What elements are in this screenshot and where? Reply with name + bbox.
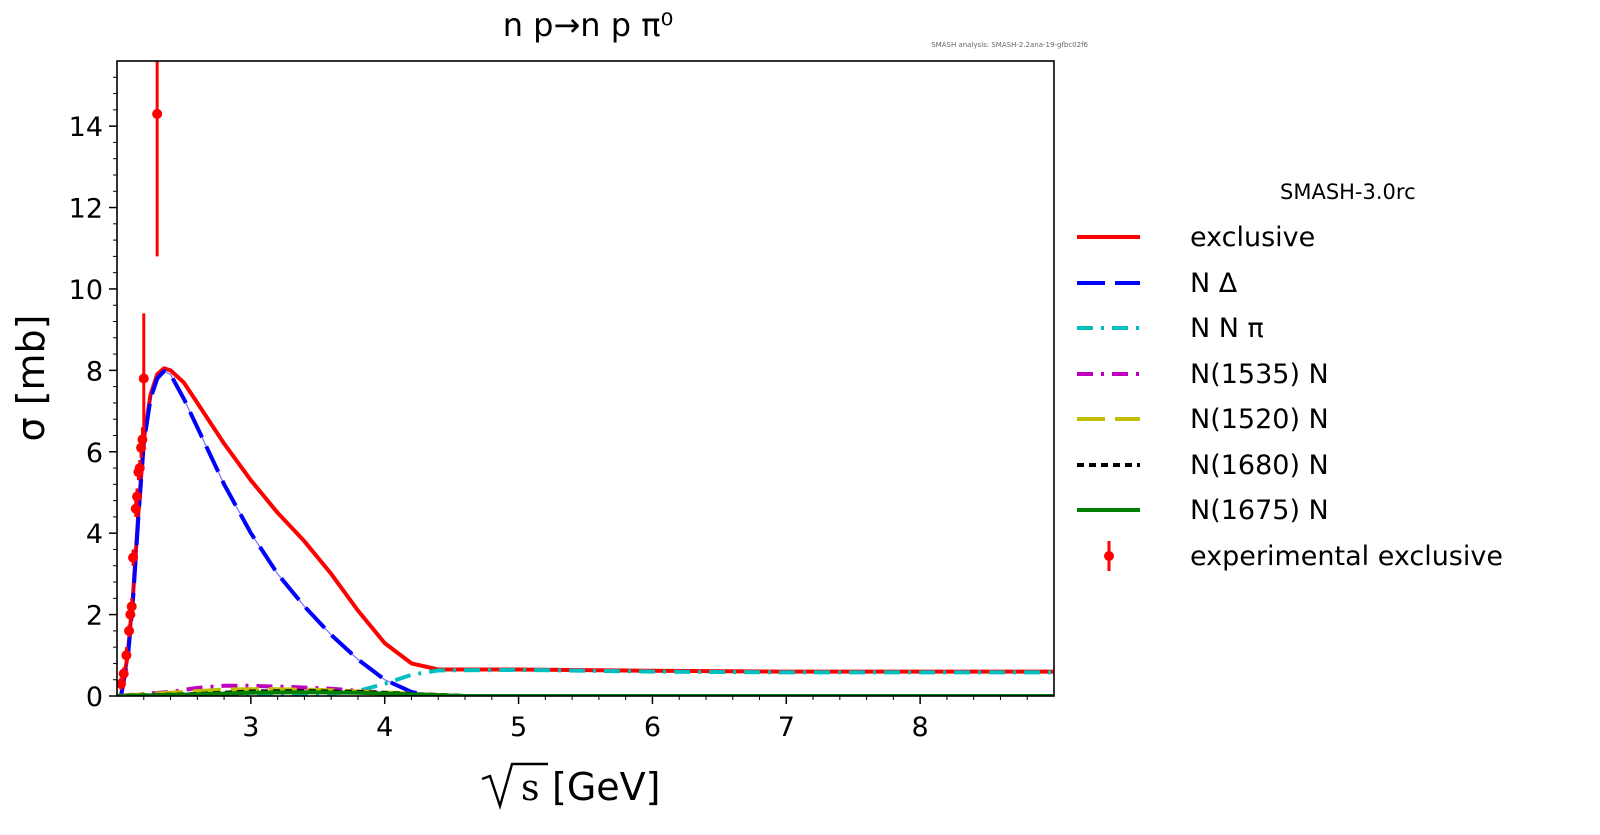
data-point [130, 503, 141, 514]
data-point [121, 650, 132, 661]
legend-label: N(1520) N [1190, 404, 1329, 435]
x-tick-label: 3 [242, 712, 259, 743]
x-tick-label: 8 [912, 712, 929, 743]
legend-swatch [1077, 371, 1140, 376]
data-point [124, 625, 135, 636]
x-axis-label: s [GeV] [481, 762, 660, 811]
y-tick-label: 6 [86, 438, 103, 469]
legend-marker [1104, 550, 1114, 561]
legend-label: experimental exclusive [1190, 540, 1503, 572]
x-tick-label: 5 [510, 712, 527, 743]
legend-swatch [1077, 462, 1140, 467]
x-tick-label: 6 [644, 712, 661, 743]
x-tick-label: 4 [376, 712, 393, 743]
legend-item: N N π [1077, 309, 1590, 349]
data-point [138, 373, 149, 384]
sqrt-sign [481, 762, 548, 811]
legend-item: experimental exclusive [1104, 537, 1590, 577]
data-point [134, 463, 145, 474]
legend-label: N(1675) N [1190, 495, 1329, 526]
data-point [128, 552, 139, 563]
legend-title: SMASH-3.0rc [1280, 180, 1416, 204]
x-axis-label-unit: [GeV] [552, 765, 660, 809]
y-tick-label: 14 [69, 112, 103, 143]
watermark-text: SMASH analysis: SMASH-2.2ana-19-gfbc02f6 [931, 41, 1088, 49]
legend-swatch [1077, 235, 1140, 239]
legend-item: N(1535) N [1077, 355, 1590, 395]
legend-swatch [1077, 326, 1140, 330]
y-tick-label: 2 [86, 601, 103, 632]
data-point [152, 108, 163, 119]
series-thin-line [120, 367, 1054, 696]
data-point [126, 601, 137, 612]
legend-label: N Δ [1190, 267, 1238, 299]
legend-label: N(1535) N [1190, 358, 1329, 390]
legend-swatch [1077, 417, 1140, 421]
plot-frame [116, 60, 1055, 697]
series-line-3 [117, 683, 1054, 696]
legend-item: N(1675) N [1077, 491, 1590, 531]
series-line-2 [117, 667, 1054, 696]
legend-item: N(1520) N [1077, 400, 1590, 440]
data-point [118, 668, 129, 679]
x-tick-label: 7 [778, 712, 795, 743]
y-axis: 0 2 4 6 8 10 12 14 [69, 76, 117, 713]
series-line-1 [119, 369, 1054, 696]
legend-label: exclusive [1190, 222, 1316, 253]
experimental-layer [117, 61, 163, 690]
legend-swatch [1077, 508, 1140, 512]
data-point [132, 491, 143, 502]
y-tick-label: 8 [86, 356, 103, 387]
y-tick-label: 0 [86, 682, 103, 713]
series-thin-line [120, 370, 1054, 696]
chart-title: n p→n p π⁰ [503, 6, 674, 44]
y-tick-label: 10 [69, 275, 103, 306]
legend-swatch [1077, 280, 1140, 285]
series-line-4 [117, 687, 1054, 696]
x-axis-label-symbol: s [521, 768, 539, 809]
legend-item: N Δ [1077, 264, 1590, 304]
series-layer [117, 366, 1054, 696]
y-axis-label: σ [mb] [9, 315, 53, 442]
y-tick-label: 4 [86, 519, 103, 550]
y-tick-label: 12 [69, 194, 103, 225]
legend-item: N(1680) N [1077, 446, 1590, 486]
legend-label: N(1680) N [1190, 449, 1329, 481]
legend-label: N N π [1190, 313, 1264, 344]
legend-item: exclusive [1077, 218, 1590, 258]
data-point [117, 678, 127, 689]
x-axis: 3 4 5 6 7 8 [143, 696, 1028, 743]
legend-swatch [1104, 540, 1114, 571]
series-line-0 [119, 366, 1054, 696]
